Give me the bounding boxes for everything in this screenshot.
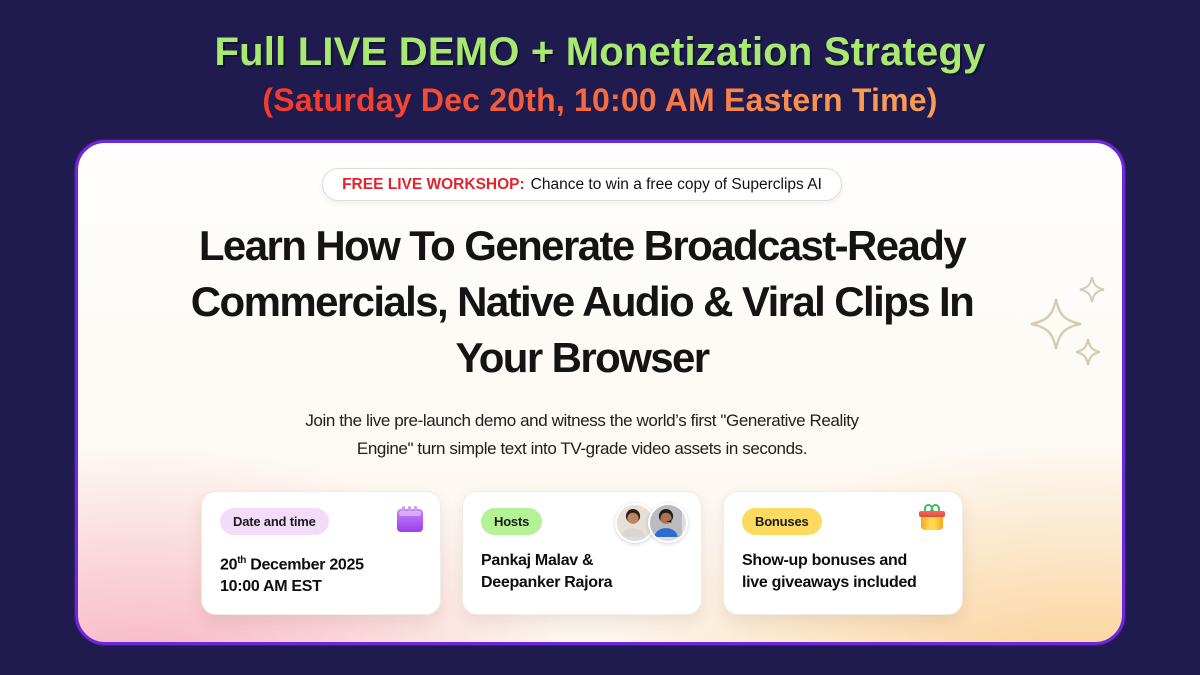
date-ordinal: th: [237, 555, 247, 567]
hero-subtext: Join the live pre-launch demo and witnes…: [96, 407, 1068, 463]
hero-subtext-line-2: Engine" turn simple text into TV-grade v…: [356, 439, 808, 459]
hero-heading: Learn How To Generate Broadcast-Ready Co…: [96, 218, 1068, 386]
info-card-row: Date and time 20th December 2025 10:00 A…: [96, 491, 1068, 616]
page-subtitle: (Saturday Dec 20th, 10:00 AM Eastern Tim…: [262, 81, 938, 118]
hero-heading-line-1: Learn How To Generate Broadcast-Ready: [198, 222, 967, 270]
hosts-avatars-icon: [615, 503, 688, 544]
hero-card: FREE LIVE WORKSHOP: Chance to win a free…: [75, 140, 1125, 645]
hero-subtext-line-1: Join the live pre-launch demo and witnes…: [305, 411, 859, 431]
date-time: 10:00 AM EST: [220, 578, 322, 596]
gift-icon: [919, 504, 945, 532]
bonuses-text: Show-up bonuses and live giveaways inclu…: [742, 550, 946, 594]
hosts-line-1: Pankaj Malav &: [481, 552, 594, 570]
info-card-date: Date and time 20th December 2025 10:00 A…: [201, 491, 441, 616]
hero-heading-line-3: Your Browser: [455, 334, 710, 382]
date-tag-pill: Date and time: [220, 508, 329, 536]
hosts-tag-pill: Hosts: [481, 508, 543, 536]
date-month-year: December 2025: [246, 556, 364, 574]
date-text: 20th December 2025 10:00 AM EST: [220, 550, 424, 598]
date-day: 20: [220, 556, 238, 574]
page-header: Full LIVE DEMO + Monetization Strategy (…: [0, 0, 1200, 119]
sparkles-icon: [1030, 276, 1105, 366]
workshop-badge: FREE LIVE WORKSHOP: Chance to win a free…: [322, 168, 842, 202]
page-title: Full LIVE DEMO + Monetization Strategy: [214, 30, 986, 74]
bonuses-line-2: live giveaways included: [742, 574, 917, 592]
hosts-line-2: Deepanker Rajora: [481, 574, 613, 592]
bonuses-line-1: Show-up bonuses and: [742, 552, 907, 570]
hosts-text: Pankaj Malav & Deepanker Rajora: [481, 550, 685, 594]
hero-card-content: FREE LIVE WORKSHOP: Chance to win a free…: [78, 143, 1122, 642]
host-avatar-2: [648, 503, 688, 544]
info-card-bonuses: Bonuses Show-up bonuses and live giveawa…: [723, 491, 963, 616]
workshop-badge-text: Chance to win a free copy of Superclips …: [530, 176, 822, 193]
info-card-hosts: Hosts: [462, 491, 702, 616]
workshop-badge-highlight: FREE LIVE WORKSHOP:: [342, 176, 525, 193]
hero-heading-line-2: Commercials, Native Audio & Viral Clips …: [190, 278, 975, 326]
bonuses-tag-pill: Bonuses: [742, 508, 822, 536]
calendar-icon: [397, 506, 423, 533]
